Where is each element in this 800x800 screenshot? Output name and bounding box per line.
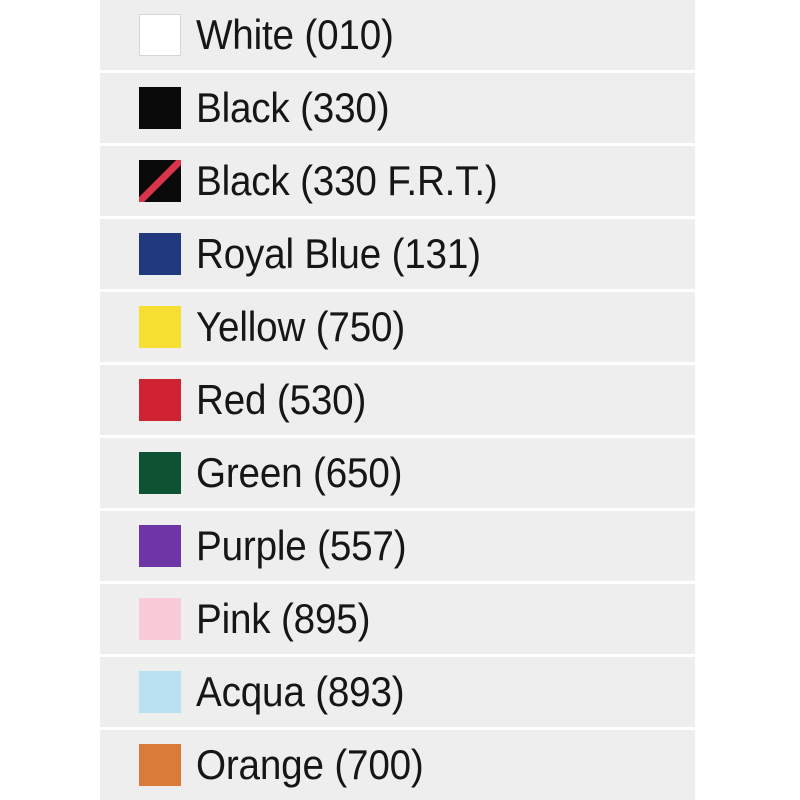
legend-row[interactable]: Acqua (893) — [100, 657, 695, 730]
legend-row-label: Royal Blue (131) — [196, 230, 481, 277]
diagonal-stripe-icon — [139, 160, 181, 202]
legend-row-label: Acqua (893) — [196, 668, 405, 715]
legend-row-label: Orange (700) — [196, 741, 424, 788]
color-swatch — [139, 379, 181, 421]
color-swatch — [139, 14, 181, 56]
color-swatch — [139, 87, 181, 129]
legend-row[interactable]: Red (530) — [100, 365, 695, 438]
legend-row[interactable]: Pink (895) — [100, 584, 695, 657]
color-swatch — [139, 306, 181, 348]
legend-row[interactable]: Yellow (750) — [100, 292, 695, 365]
legend-row[interactable]: Purple (557) — [100, 511, 695, 584]
legend-row-label: Black (330) — [196, 84, 390, 131]
legend-row[interactable]: Green (650) — [100, 438, 695, 511]
color-swatch — [139, 233, 181, 275]
legend-row[interactable]: Black (330) — [100, 73, 695, 146]
color-legend-list: White (010) Black (330) Black (330 F.R.T.)… — [100, 0, 695, 800]
legend-row[interactable]: Black (330 F.R.T.) — [100, 146, 695, 219]
color-swatch — [139, 160, 181, 202]
color-swatch — [139, 525, 181, 567]
color-swatch — [139, 744, 181, 786]
color-swatch — [139, 671, 181, 713]
legend-row-label: Green (650) — [196, 449, 403, 496]
legend-row-label: Pink (895) — [196, 595, 371, 642]
legend-row-label: Black (330 F.R.T.) — [196, 157, 498, 204]
legend-row-label: White (010) — [196, 11, 394, 58]
legend-row-label: Yellow (750) — [196, 303, 406, 350]
legend-row-label: Purple (557) — [196, 522, 407, 569]
legend-row[interactable]: White (010) — [100, 0, 695, 73]
legend-row[interactable]: Orange (700) — [100, 730, 695, 800]
legend-row[interactable]: Royal Blue (131) — [100, 219, 695, 292]
color-swatch — [139, 452, 181, 494]
color-swatch — [139, 598, 181, 640]
legend-row-label: Red (530) — [196, 376, 367, 423]
